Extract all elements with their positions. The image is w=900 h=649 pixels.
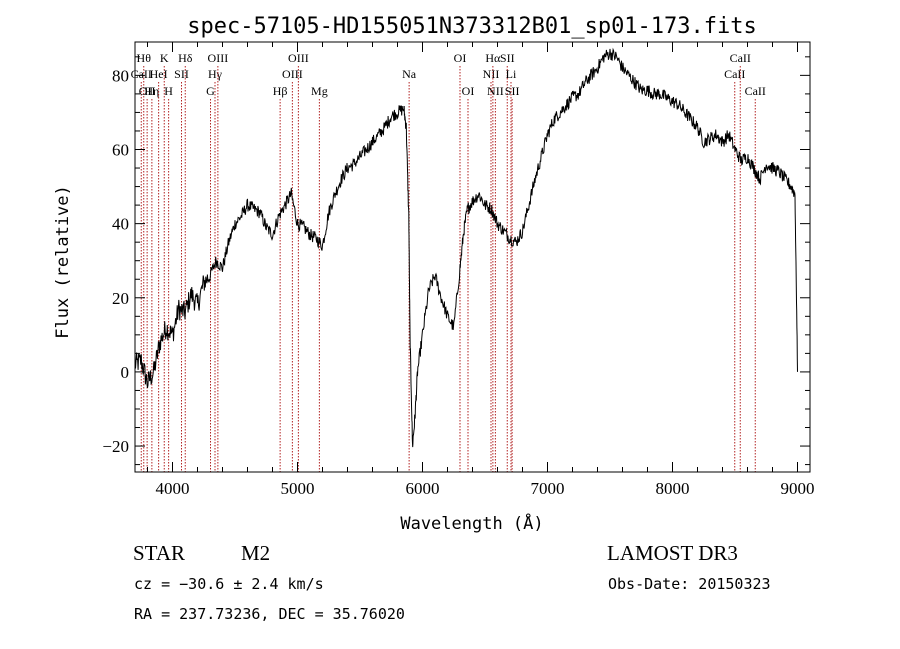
line-label: OIII — [288, 51, 309, 65]
line-label: OIII — [282, 67, 303, 81]
object-subclass: M2 — [241, 541, 270, 565]
line-label: Hδ — [178, 51, 193, 65]
line-label: K — [160, 51, 169, 65]
x-tick-label: 7000 — [531, 479, 565, 498]
line-label: Hη — [144, 84, 159, 98]
y-tick-label: 80 — [112, 66, 129, 85]
line-label: Mg — [311, 84, 328, 98]
line-label: G — [206, 84, 215, 98]
y-tick-label: −20 — [102, 437, 129, 456]
line-label: CaII — [730, 51, 751, 65]
chart-title: spec-57105-HD155051N373312B01_sp01-173.f… — [187, 14, 757, 39]
x-tick-label: 6000 — [406, 479, 440, 498]
line-label: OI — [454, 51, 467, 65]
line-label: CaII — [724, 67, 745, 81]
y-axis-label: Flux (relative) — [53, 185, 73, 339]
line-label: Li — [506, 67, 517, 81]
line-label: OI — [462, 84, 475, 98]
survey-name: LAMOST DR3 — [607, 541, 738, 565]
y-tick-label: 60 — [112, 141, 129, 160]
x-tick-label: 8000 — [656, 479, 690, 498]
line-label: Hβ — [273, 84, 288, 98]
x-tick-label: 5000 — [281, 479, 315, 498]
plot-frame — [134, 41, 811, 473]
line-label: SII — [505, 84, 520, 98]
line-label: Na — [402, 67, 417, 81]
line-label: Hγ — [208, 67, 223, 81]
y-tick-label: 0 — [121, 363, 130, 382]
line-label: CaII — [131, 67, 152, 81]
line-label: NII — [487, 84, 504, 98]
line-label: OIII — [208, 51, 229, 65]
obs-date-text: Obs-Date: 20150323 — [608, 575, 771, 593]
spectrum-series — [134, 47, 798, 448]
x-tick-label: 4000 — [156, 479, 190, 498]
x-tick-label: 9000 — [781, 479, 815, 498]
line-label: Hα — [485, 51, 501, 65]
line-label: Hθ — [137, 51, 152, 65]
coordinates-text: RA = 237.73236, DEC = 35.76020 — [134, 605, 405, 623]
line-label: NII — [483, 67, 500, 81]
line-label: SII — [500, 51, 515, 65]
y-tick-label: 20 — [112, 289, 129, 308]
line-label: CaII — [745, 84, 766, 98]
spectrum-line — [134, 47, 798, 448]
line-label: SII — [174, 67, 189, 81]
line-label: OII — [139, 84, 156, 98]
axis-ticks: 4000 5000 6000 7000 8000 9000 −20 0 20 40 60 80 — [102, 42, 815, 498]
line-label: H — [164, 84, 173, 98]
object-class: STAR — [133, 541, 185, 565]
x-axis-label: Wavelength (Å) — [400, 512, 543, 534]
line-label: HeI — [150, 67, 168, 81]
redshift-text: cz = −30.6 ± 2.4 km/s — [134, 575, 324, 593]
emission-line-markers: CaIIHθOIIHηHeIKHSIIHδGHγOIIIHβOIIIOIIIMg… — [131, 51, 766, 472]
y-tick-label: 40 — [112, 215, 129, 234]
